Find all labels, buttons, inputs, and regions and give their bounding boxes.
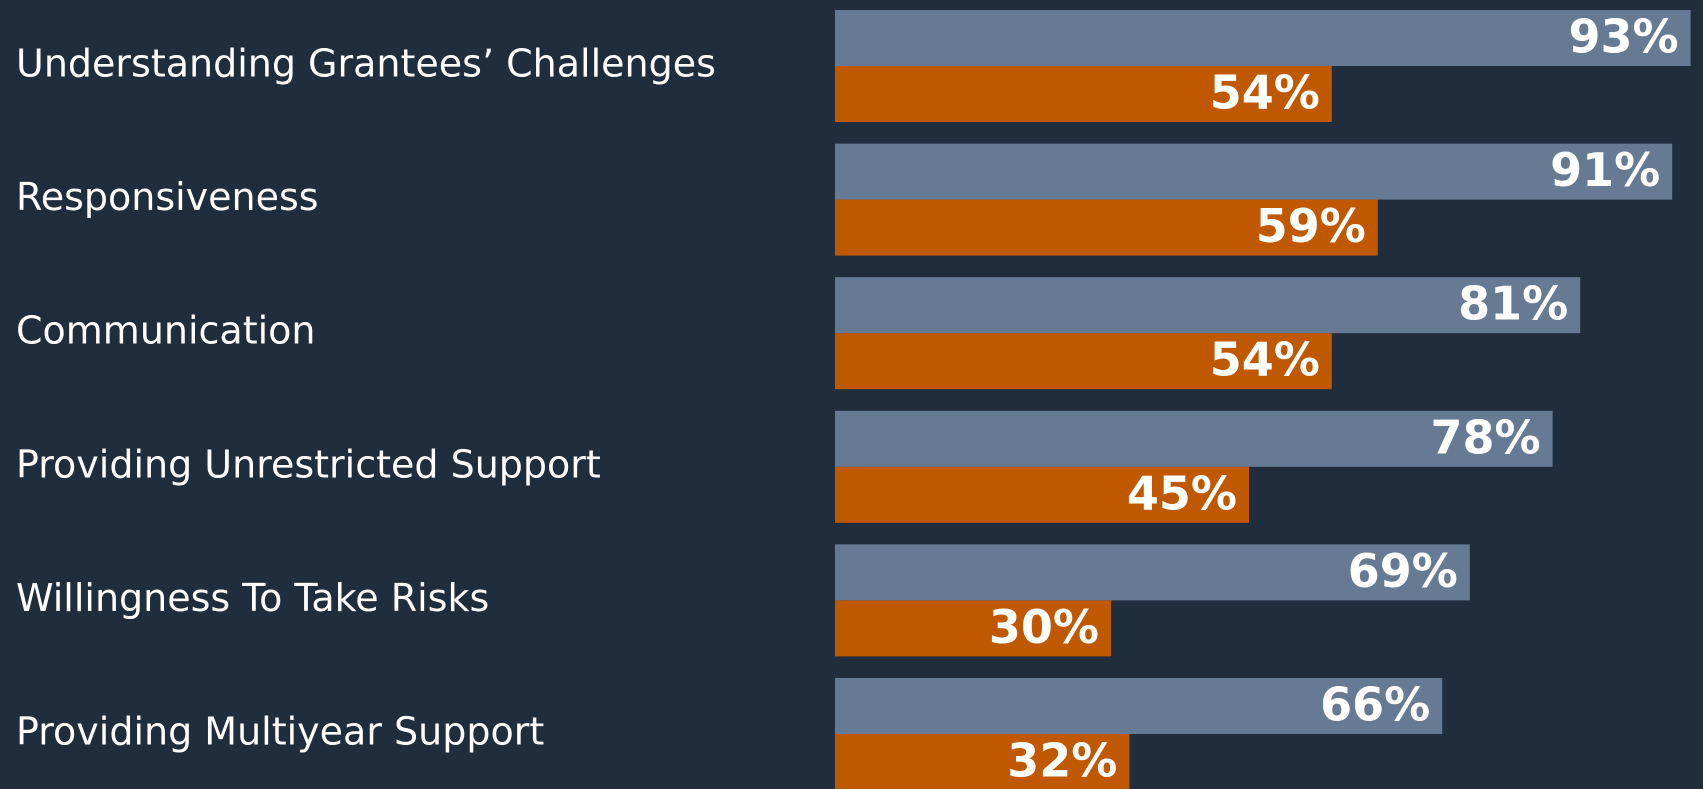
value-label: 91% [1550, 143, 1660, 197]
category-label: Communication [16, 309, 316, 353]
bar [835, 66, 1332, 122]
value-label: 78% [1430, 410, 1540, 464]
value-label: 81% [1458, 277, 1568, 331]
value-label: 66% [1320, 678, 1430, 732]
value-label: 32% [1007, 734, 1117, 788]
category-label: Providing Unrestricted Support [16, 442, 601, 486]
value-label: 54% [1210, 66, 1320, 120]
value-label: 45% [1127, 466, 1237, 520]
bar [835, 143, 1673, 200]
bar [835, 678, 1443, 734]
value-label: 54% [1210, 333, 1320, 387]
category-label: Understanding Grantees’ Challenges [16, 42, 716, 86]
bar [835, 333, 1332, 390]
bar [835, 277, 1581, 334]
bar [835, 10, 1691, 66]
value-label: 30% [989, 600, 1099, 654]
bar [835, 466, 1249, 523]
bar [835, 734, 1130, 789]
bar [835, 544, 1470, 601]
category-label: Providing Multiyear Support [16, 710, 544, 754]
category-label: Responsiveness [16, 175, 319, 219]
value-label: 69% [1348, 544, 1458, 598]
value-label: 59% [1256, 199, 1366, 253]
category-label: Willingness To Take Risks [16, 576, 489, 620]
bar [835, 410, 1553, 467]
bar [835, 199, 1378, 256]
bar [835, 600, 1111, 657]
value-label: 93% [1568, 10, 1678, 64]
